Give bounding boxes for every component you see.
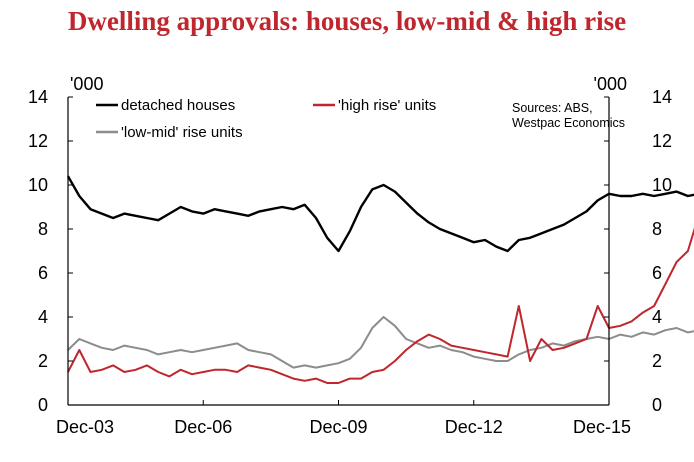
legend-label-detached: detached houses <box>121 97 235 114</box>
left-y-tick-label: 6 <box>38 263 48 283</box>
left-y-tick-label: 12 <box>28 131 48 151</box>
source-line-1: Sources: ABS, <box>512 101 593 115</box>
x-tick-label: Dec-09 <box>309 417 367 437</box>
x-tick-label: Dec-06 <box>174 417 232 437</box>
legend-label-low-mid: 'low-mid' rise units <box>121 124 243 141</box>
chart-title: Dwelling approvals: houses, low-mid & hi… <box>67 6 627 36</box>
x-tick-label: Dec-12 <box>445 417 503 437</box>
right-y-tick-label: 10 <box>652 175 672 195</box>
x-tick-label: Dec-15 <box>573 417 631 437</box>
right-y-tick-label: 8 <box>652 219 662 239</box>
axes: 0 0 2 2 4 4 6 6 8 8 10 10 12 12 14 14 Dec-03 Dec-06 Dec-09… <box>28 87 672 437</box>
left-y-tick-label: 10 <box>28 175 48 195</box>
left-axis-unit: '000 <box>70 74 103 94</box>
series-line-low-mid <box>67 316 694 369</box>
legend: detached houses 'high rise' units 'low-m… <box>96 97 436 141</box>
source-line-2: Westpac Economics <box>512 116 625 130</box>
series-line-detached <box>66 175 694 253</box>
right-y-tick-label: 12 <box>652 131 672 151</box>
left-y-tick-label: 14 <box>28 87 48 107</box>
x-tick-label: Dec-03 <box>56 417 114 437</box>
legend-label-high-rise: 'high rise' units <box>338 97 436 114</box>
right-y-tick-label: 4 <box>652 307 662 327</box>
right-axis-unit: '000 <box>594 74 627 94</box>
left-y-tick-label: 0 <box>38 395 48 415</box>
series-line-high-rise <box>67 227 694 384</box>
left-y-tick-label: 4 <box>38 307 48 327</box>
plot-lines <box>66 175 694 384</box>
left-y-tick-label: 8 <box>38 219 48 239</box>
right-y-tick-label: 14 <box>652 87 672 107</box>
left-y-tick-label: 2 <box>38 351 48 371</box>
right-y-tick-label: 0 <box>652 395 662 415</box>
right-y-tick-label: 2 <box>652 351 662 371</box>
right-y-tick-label: 6 <box>652 263 662 283</box>
